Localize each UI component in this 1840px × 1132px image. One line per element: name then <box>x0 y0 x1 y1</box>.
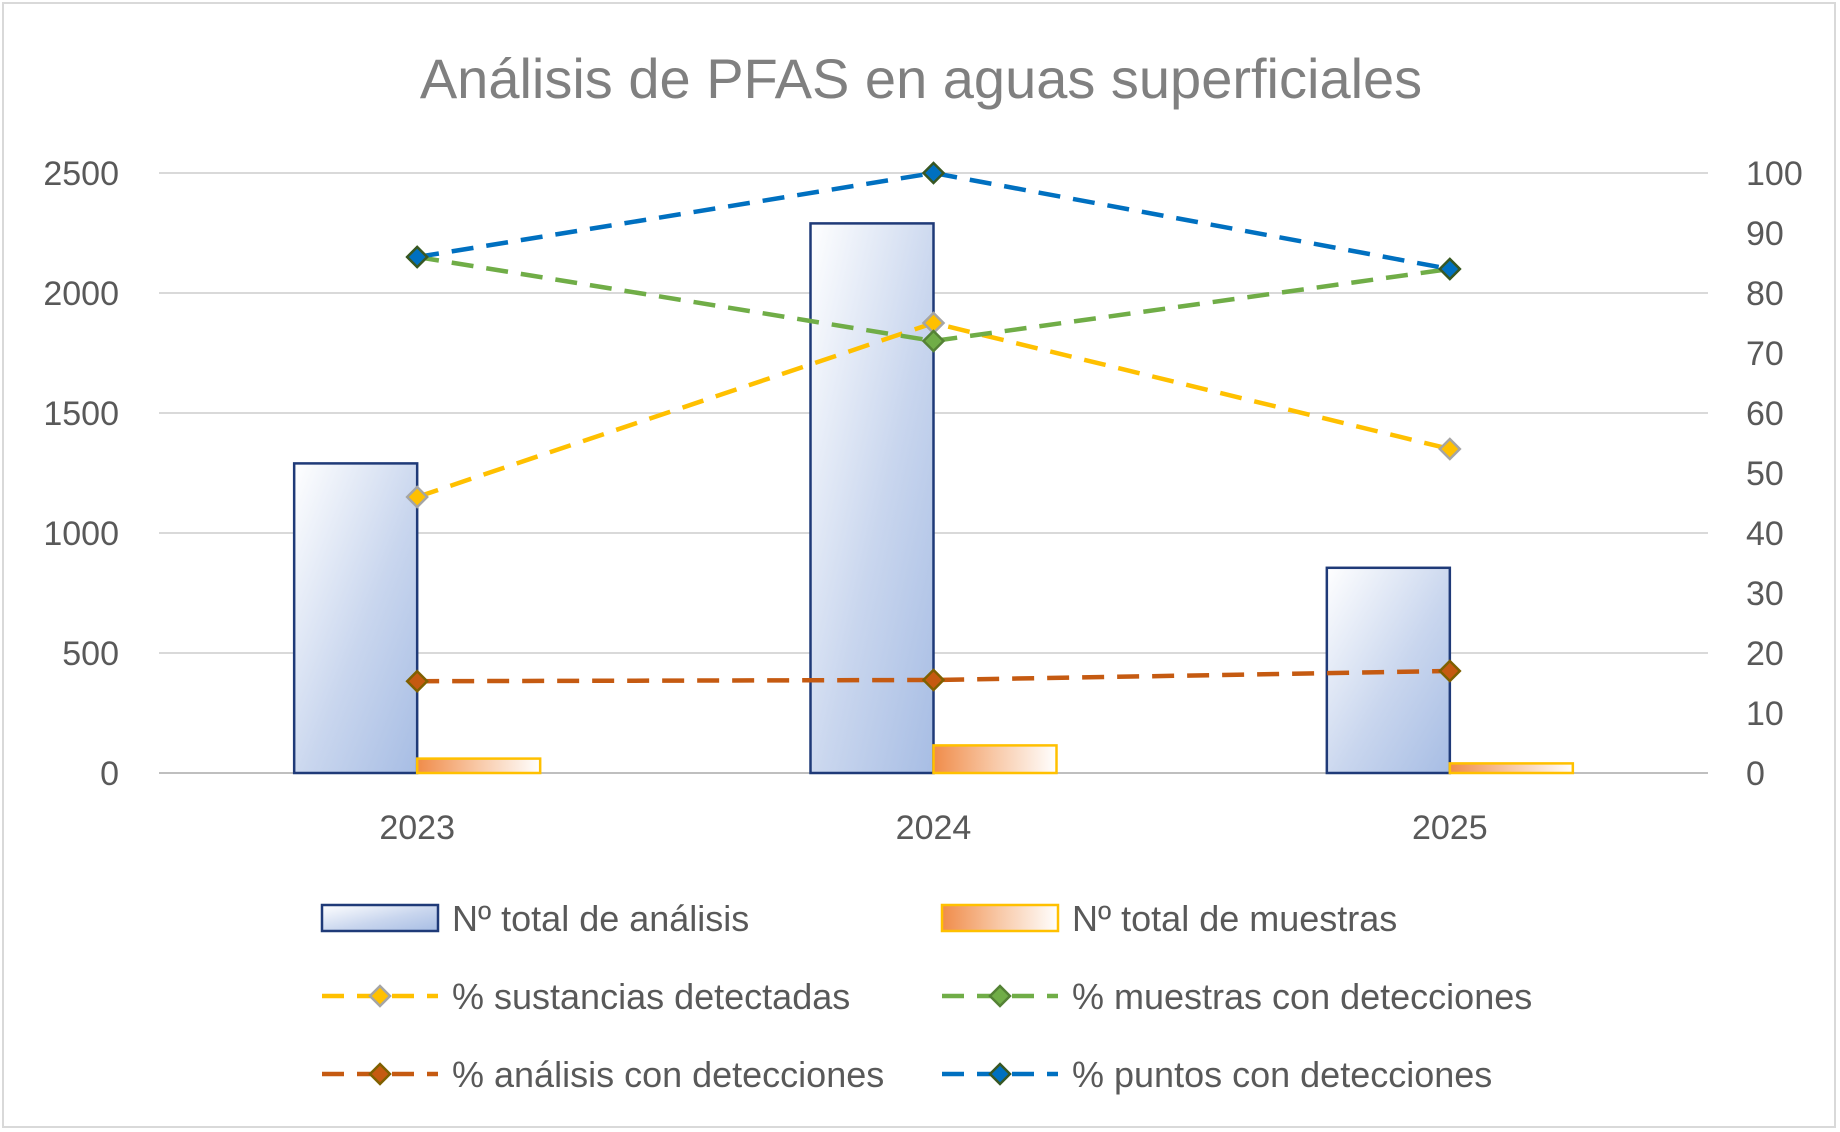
legend-label: % análisis con detecciones <box>452 1054 884 1095</box>
line-marker-0 <box>405 485 429 509</box>
bar-total-muestras <box>1448 762 1575 775</box>
bar-total-muestras <box>415 757 542 775</box>
line-marker-2 <box>1438 659 1462 683</box>
x-tick-label: 2023 <box>379 809 455 847</box>
y-left-tick-label: 0 <box>100 755 119 793</box>
line-marker-0 <box>1438 437 1462 461</box>
line-marker-1 <box>921 329 946 353</box>
axis-labels: 0 500 1000 1500 2000 2500 0 10 20 30 40 50 60 70 80 90 1… <box>43 155 1802 847</box>
legend-label: % sustancias detectadas <box>452 976 850 1017</box>
y-right-tick-label: 30 <box>1746 575 1784 613</box>
line-group <box>405 161 1462 693</box>
legend-swatch-marker <box>988 984 1012 1008</box>
legend-swatch-bar <box>320 903 440 933</box>
legend-label: Nº total de análisis <box>452 898 749 939</box>
legend-swatch-marker <box>368 1062 392 1086</box>
y-right-tick-label: 10 <box>1746 695 1784 733</box>
legend-swatch-bar <box>940 903 1060 933</box>
combo-chart: Análisis de PFAS en aguas superficiales … <box>43 47 1802 1095</box>
bar-total-muestras <box>932 744 1058 775</box>
y-right-tick-label: 90 <box>1746 215 1784 253</box>
y-right-tick-label: 70 <box>1746 335 1784 373</box>
bar-total-analisis <box>809 222 935 775</box>
y-left-tick-label: 500 <box>62 635 119 673</box>
legend-label: % muestras con detecciones <box>1072 976 1532 1017</box>
line-series-2 <box>417 668 1450 684</box>
bar-total-analisis <box>292 462 419 775</box>
legend-swatch-marker <box>988 1062 1012 1086</box>
y-left-tick-label: 1000 <box>43 515 119 553</box>
line-marker-3 <box>405 245 429 269</box>
y-right-tick-label: 0 <box>1746 755 1765 793</box>
legend-label: Nº total de muestras <box>1072 898 1397 939</box>
legend: Nº total de análisis Nº total de muestras… <box>320 898 1532 1095</box>
bar-total-analisis <box>1325 566 1452 775</box>
line-marker-3 <box>921 161 946 185</box>
y-left-tick-label: 2500 <box>43 155 119 193</box>
legend-label: % puntos con detecciones <box>1072 1054 1492 1095</box>
x-tick-label: 2024 <box>896 809 972 847</box>
line-marker-2 <box>405 669 429 693</box>
line-marker-3 <box>1438 257 1462 281</box>
y-right-tick-label: 40 <box>1746 515 1784 553</box>
y-right-tick-label: 80 <box>1746 275 1784 313</box>
y-right-tick-label: 50 <box>1746 455 1784 493</box>
y-right-tick-label: 100 <box>1746 155 1803 193</box>
y-left-tick-label: 2000 <box>43 275 119 313</box>
line-marker-2 <box>921 668 946 692</box>
legend-swatch-marker <box>368 984 392 1008</box>
y-left-tick-label: 1500 <box>43 395 119 433</box>
y-right-tick-label: 20 <box>1746 635 1784 673</box>
x-tick-label: 2025 <box>1412 809 1488 847</box>
chart-title: Análisis de PFAS en aguas superficiales <box>420 47 1422 110</box>
y-right-tick-label: 60 <box>1746 395 1784 433</box>
